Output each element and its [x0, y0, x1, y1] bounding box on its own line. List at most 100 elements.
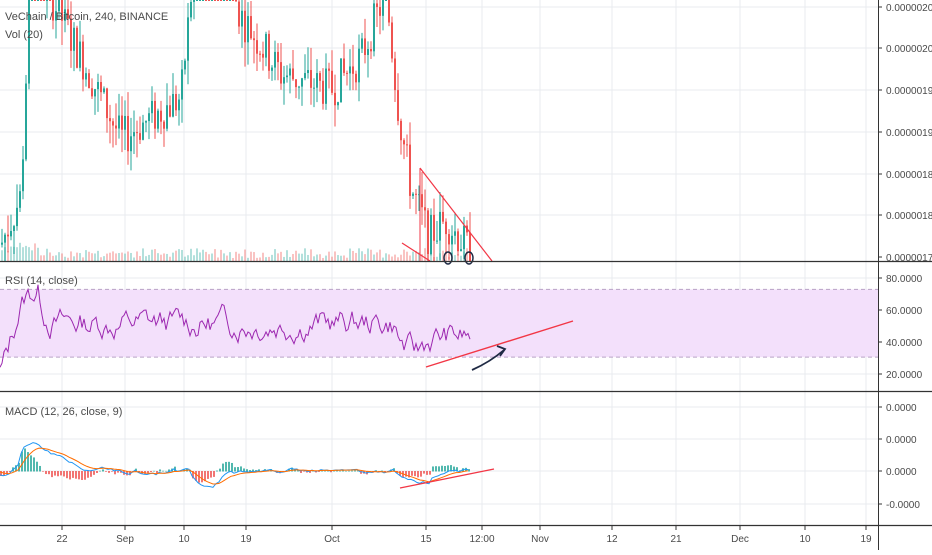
volume-bar	[220, 249, 222, 261]
grid-lines	[0, 0, 878, 525]
price-candle	[70, 18, 72, 51]
price-candle	[262, 53, 264, 58]
volume-bar	[283, 256, 285, 261]
price-candle	[64, 9, 66, 21]
macd-histogram-bar	[456, 467, 458, 472]
price-candle	[130, 136, 132, 152]
volume-bar	[79, 253, 81, 261]
rsi-band-fill	[0, 289, 878, 358]
volume-bar	[334, 251, 336, 261]
volume-bar	[181, 249, 183, 261]
rsi-pane[interactable]	[0, 284, 471, 368]
volume-bar	[76, 252, 78, 261]
volume-bar	[55, 255, 57, 261]
price-candle	[301, 78, 303, 87]
price-candle	[85, 73, 87, 80]
rsi-line	[0, 284, 471, 368]
volume-bar	[259, 257, 261, 261]
price-candle	[283, 77, 285, 84]
volume-bar	[310, 249, 312, 261]
macd-histogram-bar	[375, 470, 377, 472]
macd-histogram-bar	[135, 468, 137, 472]
macd-histogram-bar	[39, 465, 41, 472]
volume-bar	[421, 254, 423, 261]
price-candle	[100, 82, 102, 93]
macd-histogram-bar	[342, 470, 344, 472]
volume-bar	[328, 251, 330, 261]
volume-bar	[412, 251, 414, 261]
macd-histogram-bar	[258, 469, 260, 472]
price-candle	[289, 68, 291, 76]
macd-histogram-bar	[48, 471, 50, 475]
volume-bar	[136, 251, 138, 261]
price-candle	[121, 115, 123, 130]
price-candle	[238, 1, 240, 27]
price-candle	[91, 88, 93, 97]
macd-histogram-bar	[78, 471, 80, 480]
triangle-upper-line	[419, 167, 493, 262]
macd-histogram-bar	[108, 471, 110, 473]
macd-pane[interactable]	[0, 442, 470, 488]
price-candle	[181, 69, 183, 100]
macd-histogram-bar	[120, 471, 122, 473]
rsi-trendline	[425, 320, 574, 368]
time-tick-label: 12	[606, 534, 618, 545]
price-candle	[73, 27, 75, 51]
price-candle	[220, 0, 222, 1]
volume-bar	[448, 256, 450, 261]
volume-bar	[373, 254, 375, 261]
volume-bar	[250, 251, 252, 261]
price-candle	[355, 73, 357, 83]
price-candle	[76, 27, 78, 68]
volume-bar	[457, 254, 459, 261]
volume-bar	[244, 249, 246, 261]
time-tick-label: 19	[860, 534, 872, 545]
price-candle	[190, 1, 192, 18]
macd-histogram-bar	[357, 470, 359, 472]
volume-bar	[388, 254, 390, 261]
macd-histogram-bar	[405, 471, 407, 477]
volume-bar	[214, 249, 216, 261]
macd-histogram-bar	[435, 466, 437, 472]
volume-bar	[28, 247, 30, 261]
price-candle	[193, 0, 195, 2]
volume-bar	[361, 251, 363, 261]
volume-bar	[304, 248, 306, 261]
price-candle	[103, 88, 105, 93]
price-candle	[19, 191, 21, 208]
price-candle	[292, 68, 294, 80]
price-candle	[61, 0, 63, 21]
volume-bar	[46, 248, 48, 261]
volume-bar	[148, 254, 150, 261]
price-candle	[208, 0, 210, 1]
price-candle	[37, 0, 39, 1]
price-candle	[127, 115, 129, 152]
volume-bar	[13, 246, 15, 261]
time-tick-label: Oct	[324, 534, 340, 545]
macd-histogram-bar	[219, 468, 221, 472]
volume-bar	[322, 257, 324, 261]
macd-histogram-bar	[423, 471, 425, 474]
macd-histogram-bar	[204, 471, 206, 482]
volume-bar	[268, 256, 270, 261]
rsi-tick-label: 20.0000	[886, 370, 923, 381]
macd-histogram-bar	[249, 470, 251, 472]
price-candle	[445, 221, 447, 235]
price-candle	[115, 125, 117, 129]
volume-bar	[325, 255, 327, 261]
time-tick-label: Nov	[531, 534, 549, 545]
volume-bar	[316, 254, 318, 261]
arrow-annotation	[471, 345, 507, 371]
price-candle	[346, 72, 348, 74]
volume-bar	[154, 249, 156, 261]
price-candle	[322, 80, 324, 104]
price-pane[interactable]	[1, 0, 471, 261]
volume-bar	[277, 253, 279, 261]
volume-bar	[100, 257, 102, 261]
time-axis[interactable]: 22 Sep 10 19 Oct 15 12:00 Nov 12 21 Dec 10 19	[56, 525, 872, 545]
volume-bar	[430, 250, 432, 261]
